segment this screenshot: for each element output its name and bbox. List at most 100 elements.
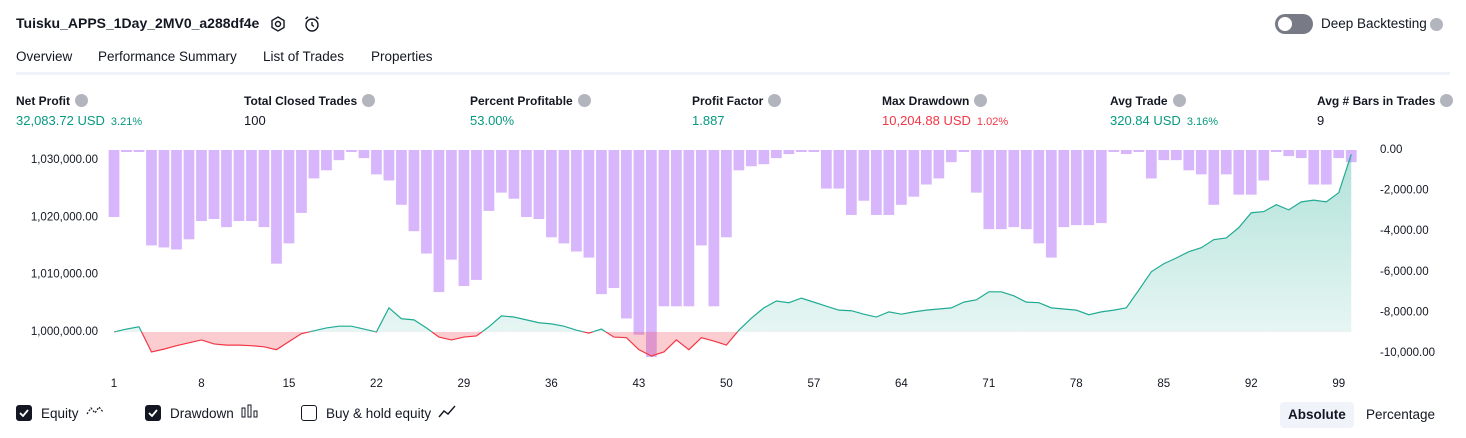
info-icon[interactable] bbox=[1172, 94, 1186, 107]
stat-label-text: Percent Profitable bbox=[470, 94, 573, 108]
drawdown-bar bbox=[108, 150, 120, 217]
drawdown-bar bbox=[883, 150, 895, 215]
mode-button[interactable]: Absolute bbox=[1280, 402, 1354, 428]
stat-value-text: 10,204.88 USD bbox=[882, 113, 971, 128]
deep-backtesting-toggle[interactable] bbox=[1275, 14, 1313, 34]
drawdown-bar bbox=[833, 150, 845, 189]
settings-icon[interactable] bbox=[269, 15, 287, 33]
drawdown-bar bbox=[908, 150, 920, 197]
drawdown-bar bbox=[1095, 150, 1107, 224]
info-icon[interactable] bbox=[974, 94, 988, 107]
y2-tick-label: -10,000.00 bbox=[1380, 347, 1435, 359]
stat-label: Max Drawdown bbox=[882, 94, 988, 108]
drawdown-bar bbox=[183, 150, 195, 240]
drawdown-bar bbox=[696, 150, 707, 246]
drawdown-bar bbox=[1083, 150, 1095, 226]
drawdown-bar bbox=[558, 150, 570, 244]
stat-label-text: Net Profit bbox=[16, 94, 70, 108]
y2-tick-label: -8,000.00 bbox=[1380, 306, 1429, 318]
drawdown-bar bbox=[1020, 150, 1032, 230]
tab[interactable]: Performance Summary bbox=[98, 49, 237, 64]
alert-icon[interactable] bbox=[302, 14, 322, 34]
checkbox[interactable] bbox=[16, 405, 32, 421]
info-icon[interactable] bbox=[1440, 94, 1454, 107]
drawdown-bar bbox=[608, 150, 620, 289]
stat-value-text: 9 bbox=[1317, 113, 1325, 128]
y2-tick-label: 0.00 bbox=[1380, 144, 1402, 156]
check-mark bbox=[148, 409, 158, 417]
drawdown-bar bbox=[1033, 150, 1045, 244]
drawdown-bar bbox=[471, 150, 482, 280]
drawdown-bar bbox=[408, 150, 420, 232]
legend-icon bbox=[86, 404, 106, 422]
info-icon[interactable] bbox=[577, 94, 591, 107]
drawdown-bar bbox=[1145, 150, 1157, 179]
stat-label-text: Max Drawdown bbox=[882, 94, 970, 108]
stat-value: 10,204.88 USD 1.02% bbox=[882, 113, 1008, 128]
x-tick-label: 15 bbox=[283, 378, 296, 390]
stat-label: Net Profit bbox=[16, 94, 88, 108]
strategy-title: Tuisku_APPS_1Day_2MV0_a288df4e bbox=[16, 15, 260, 31]
tab[interactable]: Properties bbox=[371, 49, 433, 64]
legend-item[interactable]: Drawdown bbox=[145, 404, 261, 422]
legend-item[interactable]: Equity bbox=[16, 404, 106, 422]
drawdown-bar bbox=[1320, 150, 1332, 185]
drawdown-bar bbox=[646, 150, 657, 358]
drawdown-bar bbox=[508, 150, 520, 199]
x-tick-label: 50 bbox=[720, 378, 733, 390]
y-tick-label: 1,030,000.00 bbox=[31, 154, 98, 166]
toggle-knob bbox=[1278, 17, 1292, 31]
drawdown-bar bbox=[945, 150, 957, 163]
drawdown-bar bbox=[271, 150, 282, 264]
drawdown-bar bbox=[745, 150, 757, 167]
drawdown-bar bbox=[233, 150, 245, 222]
drawdown-bar bbox=[196, 150, 207, 222]
x-tick-label: 1 bbox=[111, 378, 117, 390]
legend-icon bbox=[438, 404, 458, 422]
x-tick-label: 71 bbox=[982, 378, 995, 390]
drawdown-bar bbox=[970, 150, 982, 193]
y-tick-label: 1,020,000.00 bbox=[31, 211, 98, 223]
checkbox[interactable] bbox=[301, 405, 317, 421]
stat-value-text: 32,083.72 USD bbox=[16, 113, 105, 128]
drawdown-bar bbox=[346, 150, 357, 153]
info-icon[interactable] bbox=[1430, 18, 1443, 31]
drawdown-bar bbox=[1045, 150, 1057, 258]
stat-label: Avg Trade bbox=[1110, 94, 1186, 108]
drawdown-bar bbox=[870, 150, 882, 215]
drawdown-bar bbox=[1008, 150, 1020, 228]
x-tick-label: 43 bbox=[632, 378, 645, 390]
drawdown-bar bbox=[1283, 150, 1295, 157]
drawdown-bar bbox=[221, 150, 232, 228]
drawdown-bar bbox=[496, 150, 507, 193]
drawdown-bar bbox=[283, 150, 295, 244]
stat-value: 100 bbox=[244, 113, 266, 128]
info-icon[interactable] bbox=[75, 94, 88, 107]
checkbox[interactable] bbox=[145, 405, 161, 421]
series-icon bbox=[438, 405, 456, 418]
stat-percent: 1.02% bbox=[976, 116, 1009, 128]
tab[interactable]: Overview bbox=[16, 49, 73, 75]
drawdown-bar bbox=[371, 150, 382, 175]
legend-icon bbox=[241, 404, 261, 422]
tab[interactable]: List of Trades bbox=[263, 49, 345, 64]
drawdown-bar bbox=[483, 150, 495, 211]
drawdown-bar bbox=[858, 150, 870, 201]
drawdown-bar bbox=[333, 150, 345, 161]
legend-item[interactable]: Buy & hold equity bbox=[301, 404, 458, 422]
x-tick-label: 92 bbox=[1245, 378, 1258, 390]
drawdown-bar bbox=[308, 150, 320, 179]
drawdown-bar bbox=[1295, 150, 1307, 159]
mode-button[interactable]: Percentage bbox=[1366, 407, 1436, 422]
drawdown-bar bbox=[571, 150, 582, 252]
drawdown-bar bbox=[296, 150, 307, 213]
stat-label-text: Avg Trade bbox=[1110, 94, 1168, 108]
y2-tick-label: -2,000.00 bbox=[1380, 185, 1429, 197]
deep-backtesting-label: Deep Backtesting bbox=[1321, 16, 1427, 31]
info-icon[interactable] bbox=[768, 94, 782, 107]
info-icon[interactable] bbox=[362, 94, 376, 107]
legend-label: Drawdown bbox=[170, 405, 234, 421]
drawdown-bar bbox=[795, 150, 807, 153]
